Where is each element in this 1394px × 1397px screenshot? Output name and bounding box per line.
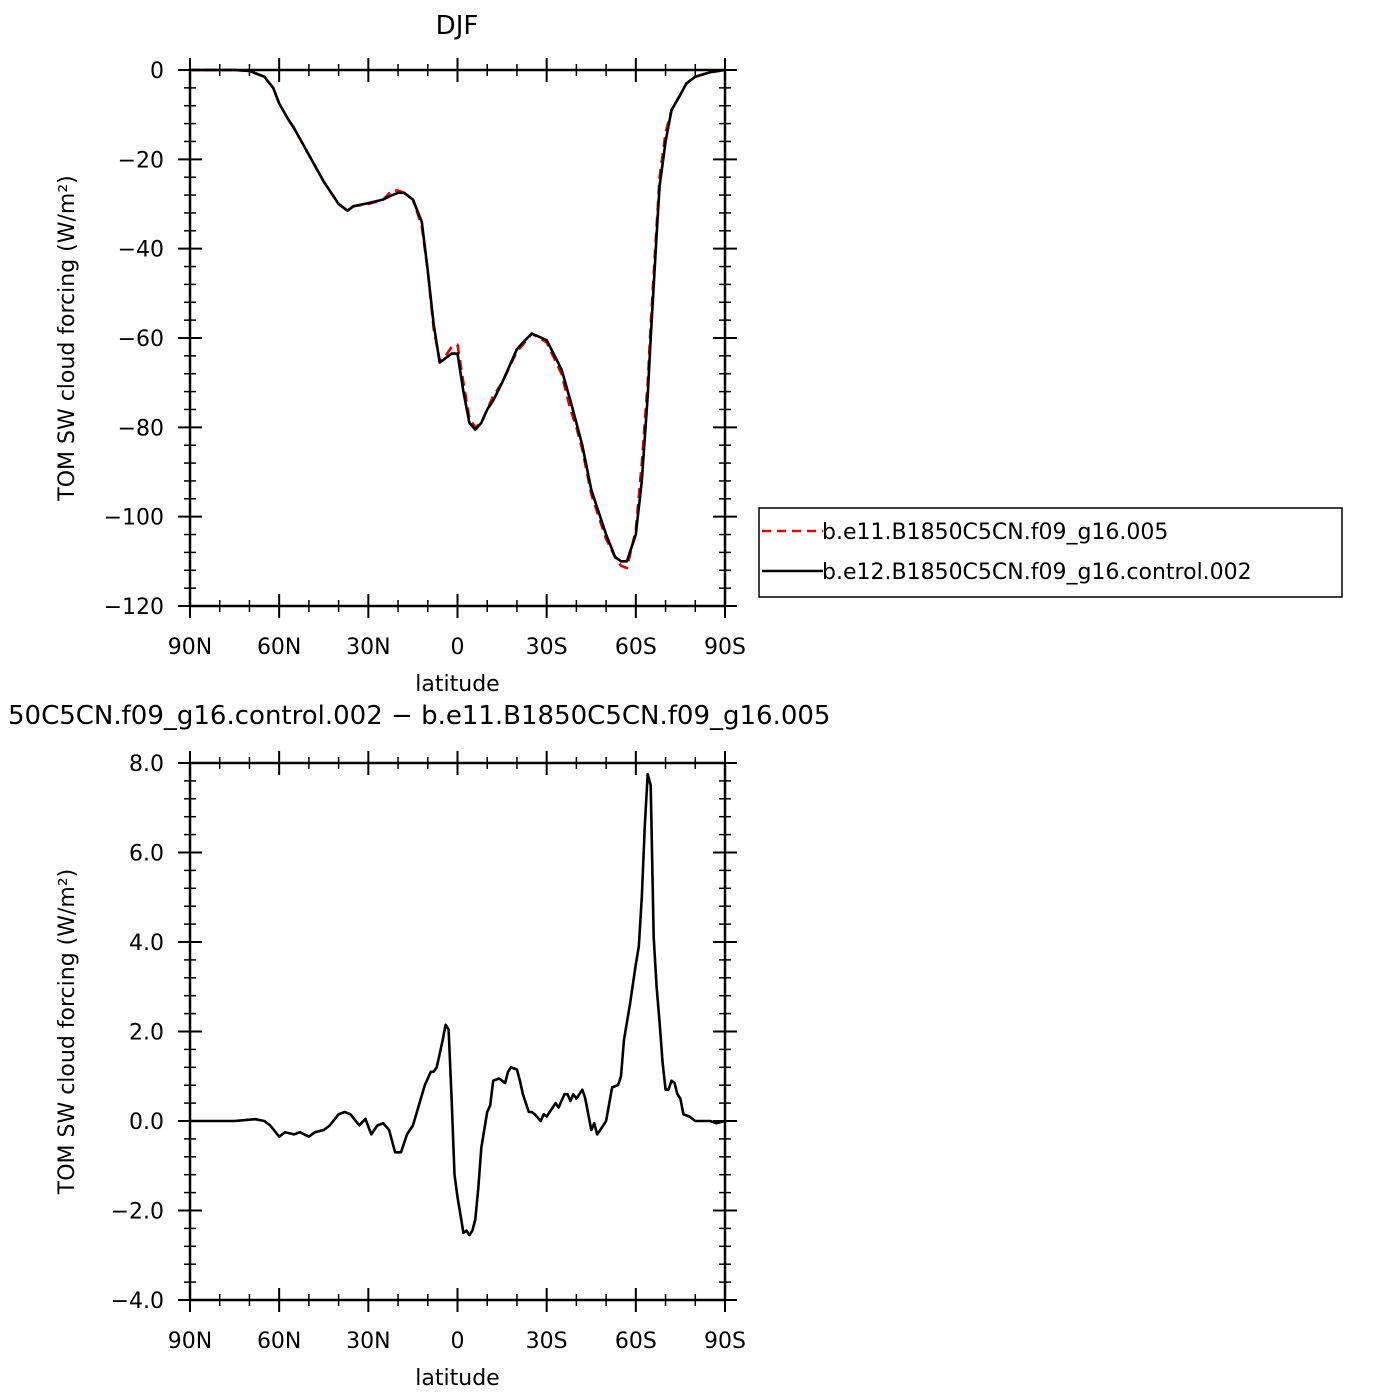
y-tick-label: −40 (118, 238, 164, 263)
top-x-tick-labels: 90N 60N 30N 0 30S 60S 90S (168, 635, 746, 660)
x-tick-label: 30S (526, 635, 568, 660)
y-tick-label: −80 (118, 416, 164, 441)
series-line-2 (190, 68, 726, 563)
y-tick-label: −4.0 (111, 1289, 164, 1314)
x-tick-label: 30S (526, 1329, 568, 1354)
y-tick-label: 2.0 (129, 1021, 164, 1046)
bottom-series-lines (190, 772, 726, 1237)
x-tick-label: 60S (615, 635, 657, 660)
x-tick-label: 90N (168, 635, 212, 660)
bottom-plot-title: 50C5CN.f09_g16.control.002 − b.e11.B1850… (8, 701, 830, 731)
y-tick-label: 6.0 (129, 842, 164, 867)
legend: b.e11.B1850C5CN.f09_g16.005 b.e12.B1850C… (758, 507, 1343, 598)
y-tick-label: −2.0 (111, 1200, 164, 1225)
series-line-1 (190, 772, 726, 1237)
y-tick-label: 8.0 (129, 752, 164, 777)
bottom-axis-ticks (178, 751, 737, 1312)
x-tick-label: 60N (257, 1329, 301, 1354)
x-tick-label: 90S (704, 635, 746, 660)
y-tick-label: −60 (118, 327, 164, 352)
series-line-1 (190, 68, 726, 570)
top-x-axis-title: latitude (415, 672, 499, 697)
top-panel: DJF 0 −20 −40 −60 −80 −100 −120 90N 60N 30N 0 30S 6… (55, 11, 746, 697)
x-tick-label: 30N (346, 1329, 390, 1354)
x-tick-label: 60N (257, 635, 301, 660)
x-tick-label: 0 (451, 635, 465, 660)
bottom-y-tick-labels: 8.0 6.0 4.0 2.0 0.0 −2.0 −4.0 (111, 752, 164, 1314)
y-tick-label: −100 (104, 506, 164, 531)
bottom-x-tick-labels: 90N 60N 30N 0 30S 60S 90S (168, 1329, 746, 1354)
x-tick-label: 90S (704, 1329, 746, 1354)
top-plot-title: DJF (436, 11, 479, 41)
bottom-x-axis-title: latitude (415, 1366, 499, 1391)
x-tick-label: 0 (451, 1329, 465, 1354)
legend-box (758, 507, 1343, 598)
y-tick-label: −120 (104, 595, 164, 620)
top-y-tick-labels: 0 −20 −40 −60 −80 −100 −120 (104, 59, 164, 620)
top-y-axis-title: TOM SW cloud forcing (W/m²) (55, 175, 80, 501)
x-tick-label: 90N (168, 1329, 212, 1354)
legend-label-series-2: b.e12.B1850C5CN.f09_g16.control.002 (822, 560, 1252, 585)
top-axis-ticks (178, 58, 737, 618)
x-tick-label: 30N (346, 635, 390, 660)
y-tick-label: 4.0 (129, 931, 164, 956)
bottom-y-axis-title: TOM SW cloud forcing (W/m²) (55, 869, 80, 1195)
bottom-plot-frame (188, 761, 727, 1302)
y-tick-label: 0.0 (129, 1110, 164, 1135)
y-tick-label: 0 (150, 59, 164, 84)
x-tick-label: 60S (615, 1329, 657, 1354)
legend-label-series-1: b.e11.B1850C5CN.f09_g16.005 (822, 520, 1168, 545)
y-tick-label: −20 (118, 148, 164, 173)
bottom-panel: 50C5CN.f09_g16.control.002 − b.e11.B1850… (8, 701, 830, 1391)
top-plot-frame (188, 68, 727, 608)
top-series-lines (190, 68, 726, 570)
